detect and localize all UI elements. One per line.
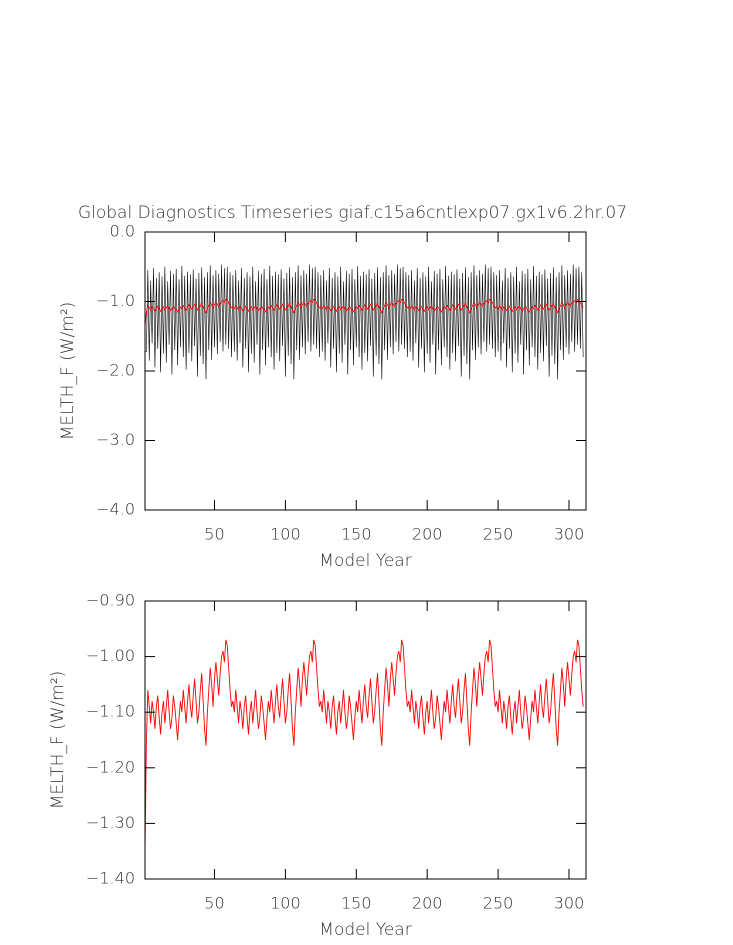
- y-tick-label: −1.20: [86, 757, 135, 776]
- x-tick-label: 150: [341, 525, 372, 544]
- x-tick-label: 250: [483, 525, 514, 544]
- y-axis-label: MELTH_F (W/m²): [58, 302, 78, 441]
- x-tick-label: 50: [204, 894, 224, 913]
- x-tick-label: 300: [554, 894, 585, 913]
- chart-title: Global Diagnostics Timeseries giaf.c15a6…: [78, 203, 627, 223]
- x-tick-label: 50: [204, 525, 224, 544]
- x-tick-label: 150: [341, 894, 372, 913]
- plot-frame: [144, 600, 587, 880]
- x-axis-label: Model Year: [319, 920, 411, 940]
- y-tick-label: −1.40: [86, 869, 135, 888]
- plot-frame: [144, 231, 587, 511]
- y-tick-label: −1.10: [86, 702, 135, 721]
- y-tick-label: −4.0: [96, 500, 135, 519]
- x-tick-label: 100: [270, 525, 301, 544]
- data-line: [145, 264, 584, 380]
- x-tick-label: 300: [554, 525, 585, 544]
- y-tick-label: 0.0: [110, 222, 135, 241]
- x-tick-label: 100: [270, 894, 301, 913]
- y-tick-label: −3.0: [96, 430, 135, 449]
- data-line: [144, 298, 584, 326]
- y-tick-label: −2.0: [96, 361, 135, 380]
- x-axis-label: Model Year: [319, 551, 411, 571]
- y-tick-label: −1.00: [86, 646, 135, 665]
- x-tick-label: 250: [483, 894, 514, 913]
- x-tick-label: 200: [412, 525, 443, 544]
- y-tick-label: −1.30: [86, 813, 135, 832]
- data-line: [144, 639, 584, 852]
- y-axis-label: MELTH_F (W/m²): [48, 671, 68, 810]
- y-tick-label: −1.0: [96, 291, 135, 310]
- x-tick-label: 200: [412, 894, 443, 913]
- y-tick-label: −0.90: [86, 591, 135, 610]
